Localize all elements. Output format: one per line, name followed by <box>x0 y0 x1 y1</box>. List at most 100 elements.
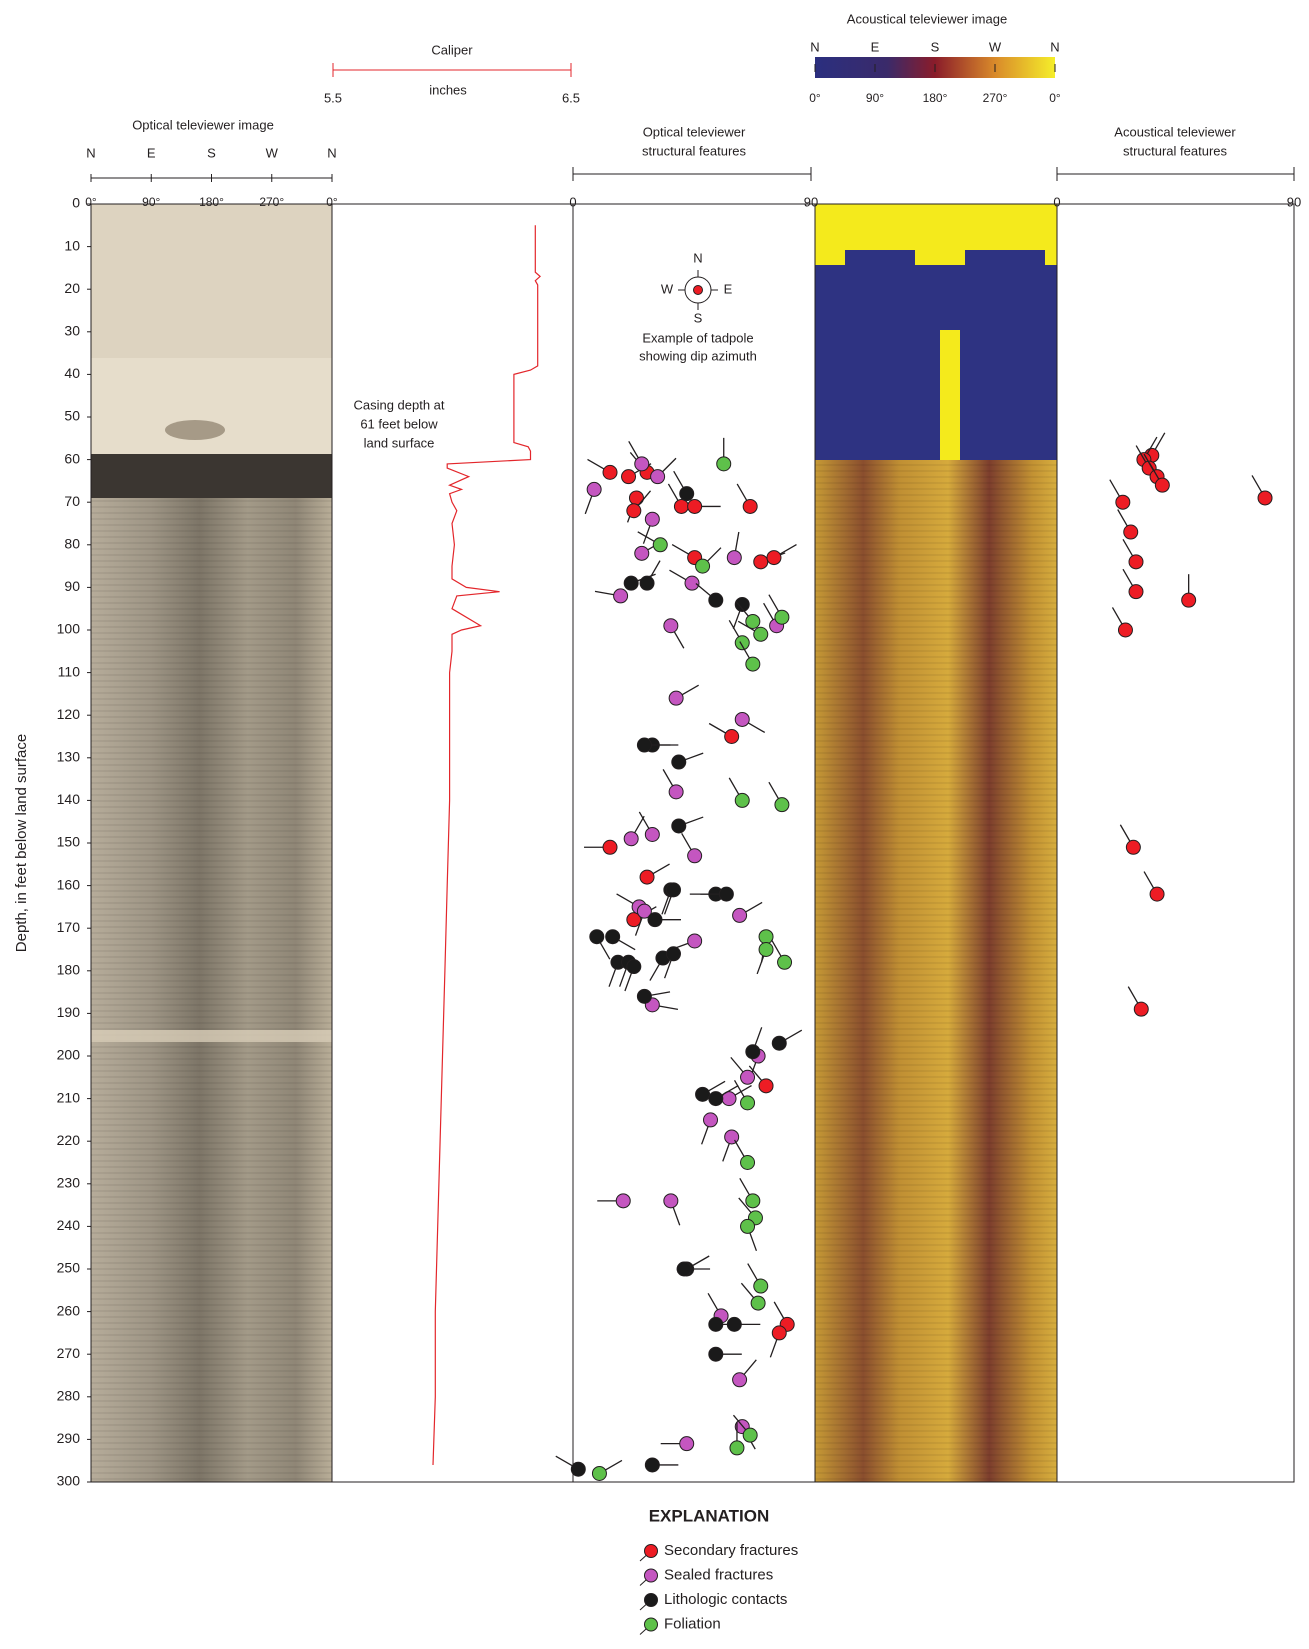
legend-marker <box>644 1617 658 1632</box>
tadpole-head <box>636 737 652 753</box>
y-tick-label: 180 <box>57 962 81 978</box>
tadpole-head <box>734 711 750 727</box>
tadpole-head <box>724 729 740 744</box>
tadpole-head <box>740 1095 756 1111</box>
y-tick-label: 260 <box>57 1302 81 1318</box>
tadpole <box>1143 871 1165 902</box>
y-tick-label: 250 <box>57 1260 81 1276</box>
tadpole-head <box>673 498 689 514</box>
tadpole <box>669 569 700 591</box>
tadpole <box>726 531 742 566</box>
tadpole-head <box>745 1044 761 1060</box>
x-tick-label: 270° <box>259 195 284 209</box>
x-tick-label: 90 <box>1287 194 1301 209</box>
tadpole <box>644 1457 679 1473</box>
tadpole-head <box>758 942 774 957</box>
tadpole-head <box>724 1129 740 1145</box>
tadpole-head <box>663 618 679 634</box>
tadpole-head <box>602 839 618 855</box>
compass-label: W <box>266 145 279 160</box>
tadpole <box>626 490 652 519</box>
tadpole <box>1122 568 1144 600</box>
axis-unit: inches <box>429 82 467 97</box>
x-tick-label: 0 <box>1053 194 1060 209</box>
x-tick-label: 0° <box>85 195 97 209</box>
x-tick-label: 0° <box>809 91 821 105</box>
tadpole-head <box>586 481 602 497</box>
y-tick-label: 70 <box>64 493 80 509</box>
tadpole <box>642 511 660 544</box>
tadpole <box>636 737 671 753</box>
tadpole-head <box>708 1316 724 1332</box>
panel-frames <box>90 203 1295 1483</box>
tadpole-head <box>628 490 644 506</box>
tadpole-head <box>623 831 639 847</box>
panel-title: Caliper <box>431 42 473 57</box>
tadpole <box>1127 986 1149 1017</box>
tadpole <box>639 560 661 591</box>
y-tick-label: 170 <box>57 919 81 935</box>
tadpole <box>708 722 740 744</box>
tadpole-head <box>652 537 668 553</box>
panel-title: structural features <box>642 143 747 158</box>
tadpole-head <box>663 1193 679 1209</box>
panel-title: structural features <box>1123 143 1228 158</box>
tadpole-head <box>1181 592 1197 608</box>
y-tick-label: 270 <box>57 1345 81 1361</box>
tadpole-head <box>623 575 639 591</box>
y-tick-label: 300 <box>57 1473 81 1489</box>
tadpole-head <box>1149 886 1165 902</box>
tadpole <box>733 1139 756 1170</box>
legend-label: Foliation <box>664 1615 721 1632</box>
tadpole <box>740 1218 758 1252</box>
tadpole <box>728 619 750 651</box>
tadpole-head <box>745 656 761 672</box>
example-caption: Example of tadpole <box>642 330 753 345</box>
tadpole-head <box>740 1155 756 1170</box>
tadpole-head <box>1128 554 1144 570</box>
compass-label: E <box>147 145 156 160</box>
tadpole <box>726 1316 761 1332</box>
tadpole <box>623 815 645 847</box>
tadpole <box>740 1282 766 1311</box>
legend-label: Sealed fractures <box>664 1566 773 1583</box>
tadpole-head <box>732 1372 748 1388</box>
tadpole-head <box>668 690 684 706</box>
tadpole-head <box>636 903 652 919</box>
tadpole-head <box>650 469 666 485</box>
tadpole-head <box>740 1218 756 1234</box>
tadpole <box>732 1414 758 1443</box>
tadpole <box>673 470 695 502</box>
tadpole <box>634 903 652 936</box>
x-tick-label: 0° <box>1049 91 1061 105</box>
tadpole <box>555 1455 586 1477</box>
compass-s: S <box>694 310 703 325</box>
tadpole-head <box>774 797 790 813</box>
tadpole-head <box>1117 622 1133 638</box>
panel-title: Optical televiewer image <box>132 117 274 132</box>
tadpole-head <box>671 818 687 834</box>
legend-item: Foliation <box>639 1615 721 1635</box>
tadpole <box>770 939 793 970</box>
tadpole-head <box>771 1325 787 1341</box>
tadpole-head <box>615 1193 631 1209</box>
tadpole-head <box>687 933 703 949</box>
tadpole-head <box>644 511 660 527</box>
tadpole <box>732 596 750 630</box>
tadpole-head <box>726 550 742 566</box>
y-tick-label: 130 <box>57 749 81 765</box>
legend-marker <box>644 1544 658 1558</box>
tadpole <box>623 573 656 591</box>
tadpole-head <box>1125 839 1141 855</box>
tadpole <box>722 1129 740 1162</box>
tadpole-head <box>605 929 621 945</box>
tadpole <box>695 582 724 608</box>
tadpole-head <box>621 469 637 485</box>
tadpole-head <box>679 486 695 502</box>
tadpole-head <box>703 1112 719 1128</box>
tadpole <box>584 839 618 855</box>
tadpole-head <box>671 754 687 770</box>
x-tick-label: 90° <box>866 91 884 105</box>
